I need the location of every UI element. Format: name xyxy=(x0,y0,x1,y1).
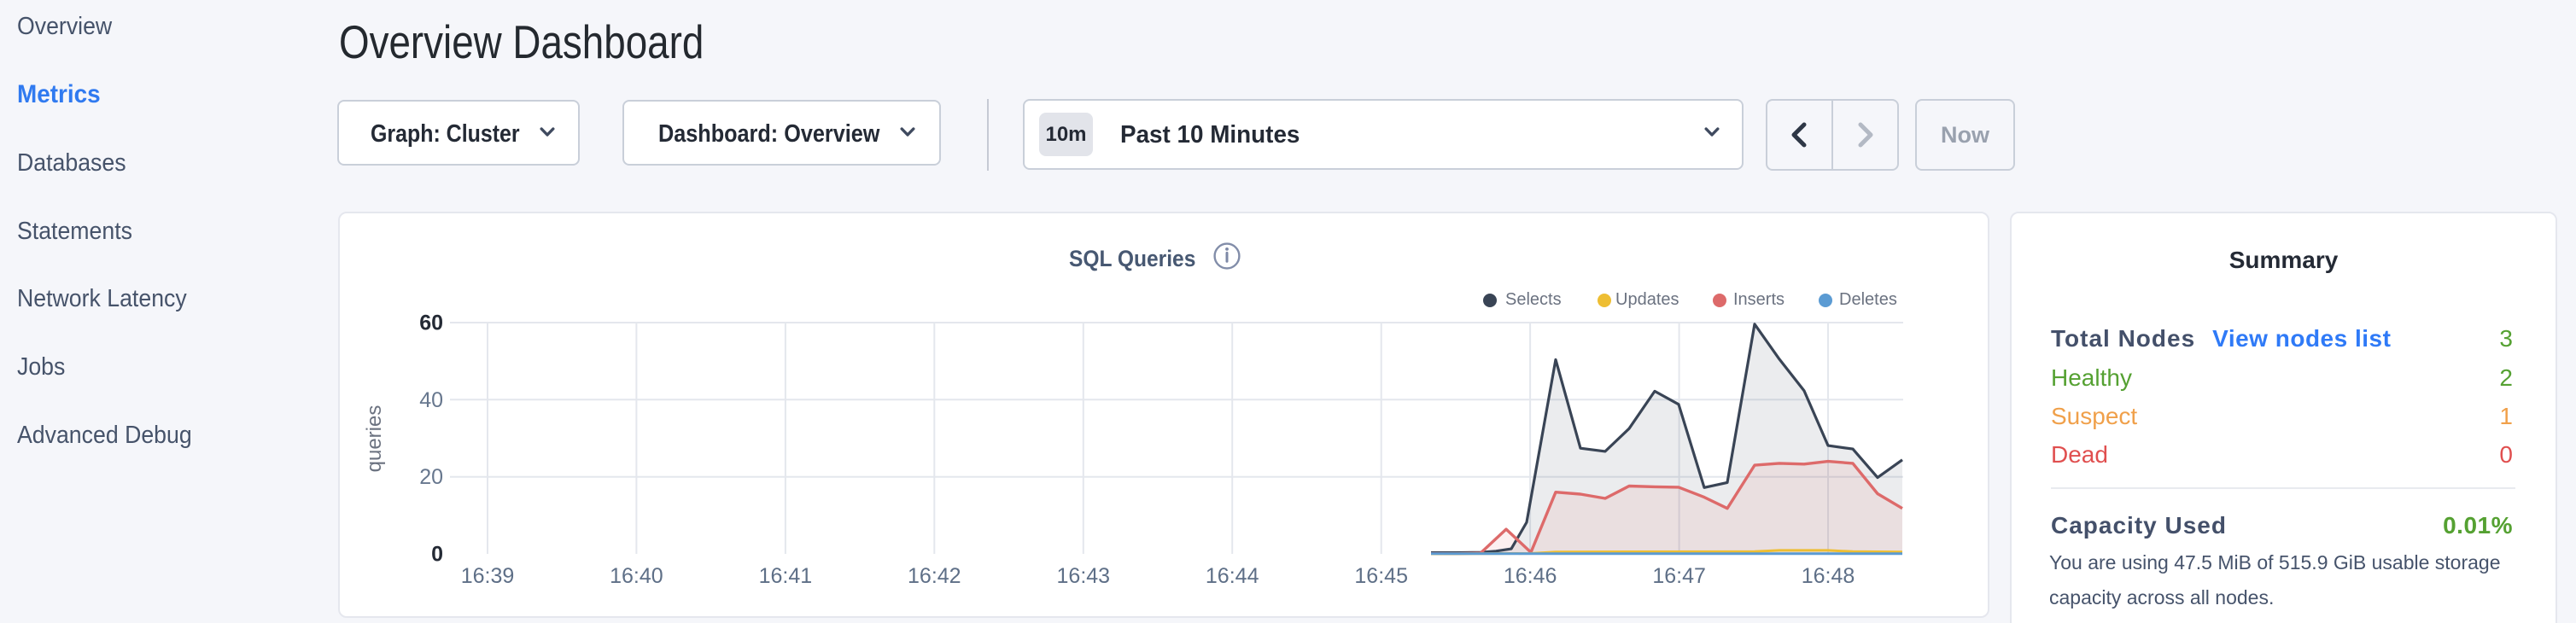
svg-text:queries: queries xyxy=(363,405,386,473)
svg-text:16:45: 16:45 xyxy=(1354,564,1408,588)
svg-text:16:39: 16:39 xyxy=(461,564,515,588)
svg-text:16:48: 16:48 xyxy=(1802,564,1855,588)
svg-text:40: 40 xyxy=(419,388,443,412)
svg-text:16:41: 16:41 xyxy=(759,564,813,588)
svg-text:16:47: 16:47 xyxy=(1652,564,1706,588)
svg-text:16:42: 16:42 xyxy=(908,564,961,588)
svg-text:60: 60 xyxy=(419,312,443,335)
svg-text:16:44: 16:44 xyxy=(1206,564,1259,588)
svg-text:16:40: 16:40 xyxy=(610,564,663,588)
svg-text:20: 20 xyxy=(419,465,443,489)
svg-text:16:43: 16:43 xyxy=(1057,564,1111,588)
svg-text:16:46: 16:46 xyxy=(1504,564,1557,588)
svg-text:0: 0 xyxy=(431,543,443,567)
